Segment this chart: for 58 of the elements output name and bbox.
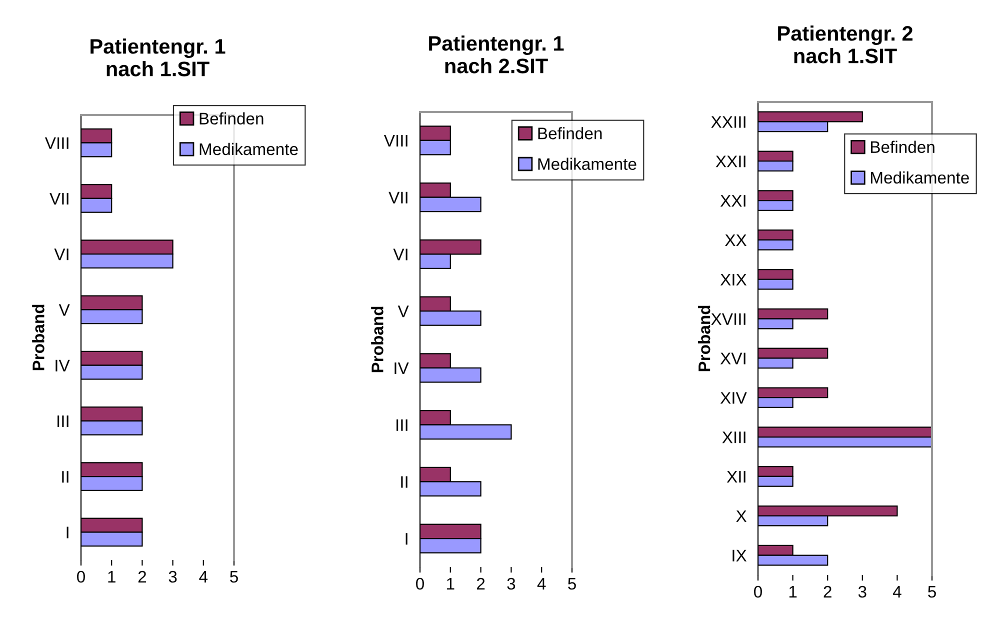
y-tick-label: VI: [54, 248, 68, 260]
x-tick-label: 5: [568, 578, 576, 590]
x-tick-label: 0: [77, 570, 85, 583]
y-axis-title: Proband: [32, 304, 44, 370]
y-tick-label: VII: [50, 193, 68, 204]
y-tick-label: XVIII: [711, 313, 746, 325]
y-tick-label: IV: [56, 360, 70, 372]
y-tick-label: I: [66, 526, 68, 538]
y-axis-title: Proband: [698, 306, 710, 372]
y-tick-label: III: [58, 416, 68, 427]
y-tick-label: I: [406, 533, 408, 545]
legend-label: Medikamente: [871, 171, 969, 184]
x-tick-label: 5: [230, 571, 238, 583]
x-tick-label: 1: [789, 586, 797, 598]
x-tick-label: 0: [754, 586, 762, 598]
y-tick-label: V: [398, 306, 409, 318]
legend-label: Befinden: [871, 140, 934, 153]
y-tick-label: IX: [732, 550, 747, 562]
legend-label: Medikamente: [200, 142, 298, 156]
y-tick-label: II: [401, 476, 408, 488]
y-tick-label: VIII: [384, 135, 408, 146]
chart-title: Patientengr. 2 nach 1.SIT: [778, 25, 912, 64]
x-tick-label: 4: [537, 578, 546, 590]
chart-title: Patientengr. 1 nach 2.SIT: [429, 35, 564, 74]
y-tick-label: III: [396, 419, 408, 431]
y-tick-label: XII: [726, 471, 746, 482]
x-tick-label: 1: [108, 571, 116, 582]
x-tick-label: 2: [477, 578, 485, 590]
y-tick-label: V: [58, 304, 70, 316]
x-tick-label: 1: [447, 578, 454, 590]
legend-label: Befinden: [538, 127, 602, 140]
chart-title: Patientengr. 1 nach 1.SIT: [90, 38, 226, 76]
x-tick-label: 2: [824, 586, 832, 598]
y-tick-label: XIX: [720, 274, 747, 286]
y-tick-label: XIII: [722, 432, 746, 444]
y-tick-label: XVI: [720, 352, 746, 364]
y-tick-label: IV: [394, 362, 409, 374]
legend-label: Medikamente: [538, 158, 636, 170]
y-tick-label: XXIII: [711, 116, 746, 128]
y-tick-label: X: [736, 510, 747, 522]
y-tick-label: XXI: [720, 195, 746, 207]
y-tick-label: XXII: [716, 156, 746, 168]
x-tick-label: 3: [168, 570, 177, 583]
y-tick-label: XIV: [720, 392, 747, 404]
y-tick-label: II: [62, 471, 68, 483]
x-tick-label: 0: [416, 578, 424, 590]
x-tick-label: 2: [138, 570, 146, 582]
y-axis-title: Proband: [371, 306, 384, 372]
x-tick-label: 5: [928, 586, 936, 598]
x-tick-label: 4: [199, 571, 208, 582]
x-tick-label: 3: [858, 586, 866, 598]
x-tick-label: 3: [507, 578, 516, 590]
y-tick-label: VII: [388, 192, 408, 204]
y-tick-label: XX: [725, 234, 747, 246]
y-tick-label: VIII: [44, 137, 68, 149]
legend-label: Befinden: [200, 112, 264, 125]
y-tick-label: VI: [393, 248, 408, 260]
x-tick-label: 4: [892, 586, 902, 598]
